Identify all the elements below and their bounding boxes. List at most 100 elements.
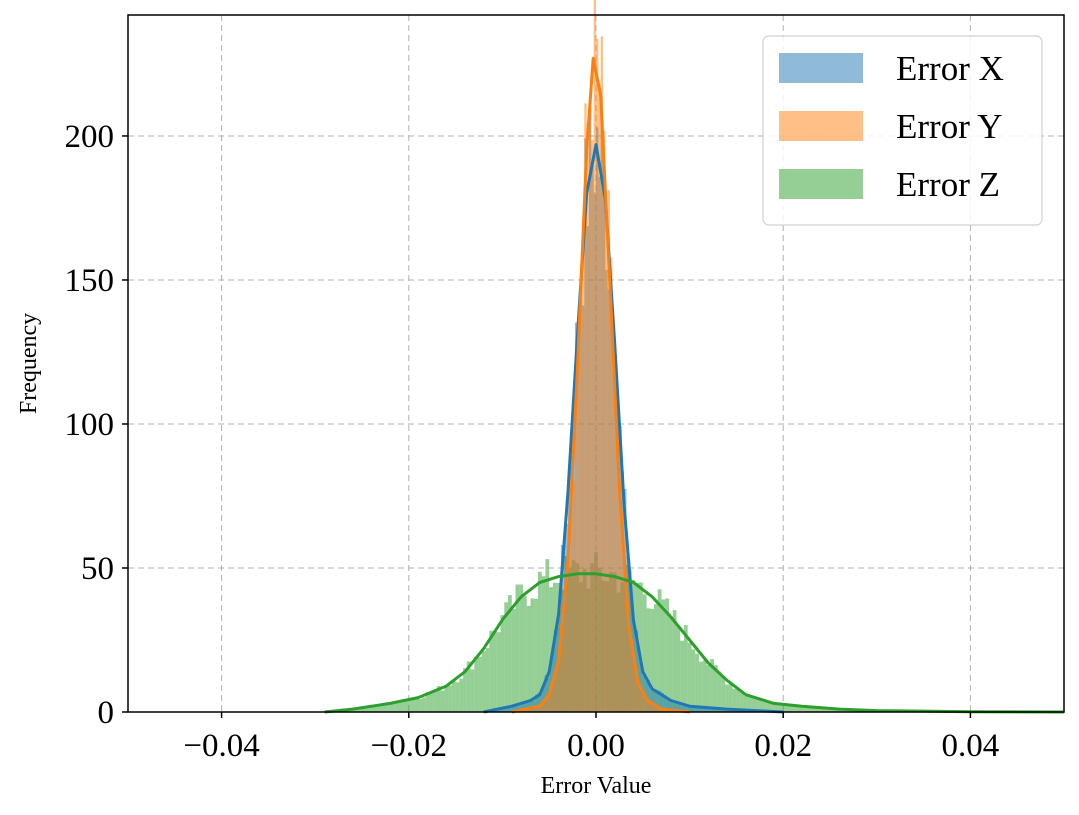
histogram-bar-error-y [631,639,634,712]
histogram-bar-error-y [551,680,554,712]
histogram-bar-error-x [542,686,545,712]
histogram-bar-error-z [811,706,816,712]
histogram-bar-error-z [683,625,688,712]
histogram-bar-error-z [646,608,651,712]
histogram-bar-error-y [638,681,641,712]
histogram-bar-error-z [410,698,415,712]
bars-error-y [518,0,678,713]
histogram-bar-error-z [713,665,718,712]
histogram-bar-error-x [509,705,512,712]
histogram-bar-error-y [647,700,650,712]
histogram-bar-error-x [680,704,683,712]
histogram-bar-error-y [626,591,629,712]
histogram-bar-error-x [511,705,515,712]
histogram-bar-error-y [656,706,660,712]
histogram-bar-error-x [696,707,699,712]
histogram-bar-error-z [800,706,804,712]
histogram-bar-error-x [528,700,531,712]
histogram-bar-error-z [500,615,505,712]
histogram-bar-error-x [663,694,667,712]
histogram-bar-error-z [478,656,482,712]
histogram-bar-error-y [640,689,643,712]
histogram-bar-error-z [362,707,366,712]
y-tick-label: 50 [81,551,114,587]
histogram-bar-error-z [511,608,516,712]
legend-label: Error Z [896,165,1000,204]
histogram-bar-error-z [747,695,752,712]
histogram-bar-error-x [516,704,519,712]
histogram-bar-error-y [530,707,533,712]
kde-curves [324,56,1065,714]
histogram-bar-error-x [661,693,664,712]
histogram-bar-error-z [698,661,703,712]
histogram-bar-error-z [414,698,419,712]
histogram-bar-error-x [720,708,723,712]
legend-swatch [779,111,863,141]
histogram-bar-error-y [628,628,632,712]
histogram-bar-error-z [369,705,374,712]
histogram-bar-error-z [496,632,501,712]
histogram-bar-error-z [770,703,774,712]
histogram-bar-error-x [701,707,704,712]
histogram-bar-error-y [570,502,573,712]
histogram-bar-error-y [553,675,557,712]
histogram-bar-error-y [525,708,529,712]
histogram-bar-error-z [534,598,538,712]
histogram-bar-error-z [403,701,407,712]
histogram-bar-error-z [766,701,771,712]
histogram-bar-error-y [607,190,611,712]
histogram-bar-error-x [694,707,697,712]
histogram-bar-error-y [610,257,613,712]
histogram-bar-error-x [652,691,655,712]
histogram-bar-error-z [537,571,542,712]
histogram-bar-error-z [444,686,449,712]
x-tick-label: 0.04 [942,728,1000,764]
histogram-bar-error-z [470,669,475,712]
kde-line-error-y [511,56,690,714]
histogram-bar-error-x [689,706,692,712]
histogram-bar-error-y [649,701,653,712]
histogram-bar-error-y [624,570,627,712]
histogram-bar-error-x [698,706,702,712]
histogram-bar-error-y [614,408,618,712]
histogram-bar-error-z [788,704,793,712]
histogram-bar-error-z [818,708,823,712]
histogram-bar-error-x [717,708,721,712]
histogram-bar-error-z [545,559,550,712]
histogram-bar-error-z [725,684,729,712]
histogram-bar-error-z [657,589,662,712]
histogram-bar-error-y [619,483,622,712]
histogram-bar-error-x [649,689,653,712]
histogram-bar-error-z [440,690,445,712]
histogram-bar-error-y [635,680,639,712]
histogram-bar-error-x [687,705,690,712]
histogram-bar-error-y [584,103,587,713]
histogram-bar-error-z [740,692,744,712]
histogram-bar-error-z [650,608,655,712]
histogram-bar-error-x [523,703,526,712]
histogram-bar-error-z [504,602,509,712]
histogram-bar-error-z [680,640,684,712]
histogram-bar-error-x [675,702,678,712]
histogram-bar-error-x [656,690,660,712]
histogram-bar-error-y [567,554,571,712]
histogram-bar-error-z [736,688,741,712]
histogram-bar-error-x [703,707,706,712]
x-tick-label: 0.02 [754,728,812,764]
histogram-bar-error-x [682,704,685,712]
histogram-bar-error-y [642,692,646,712]
legend-swatch [779,53,863,83]
histogram-bar-error-y [558,655,561,712]
histogram-bar-error-x [659,691,662,712]
histogram-bar-error-x [715,708,718,712]
histogram-bar-error-z [508,595,512,712]
histogram-bar-error-z [777,703,782,712]
histogram-bar-error-z [358,707,362,712]
histogram-bar-error-z [762,699,767,712]
histogram-bar-error-y [621,514,625,712]
histogram-bar-error-x [502,707,505,712]
histogram-bar-error-x [705,706,709,712]
histogram-bar-error-x [521,702,524,712]
histogram-bar-error-y [581,222,585,712]
